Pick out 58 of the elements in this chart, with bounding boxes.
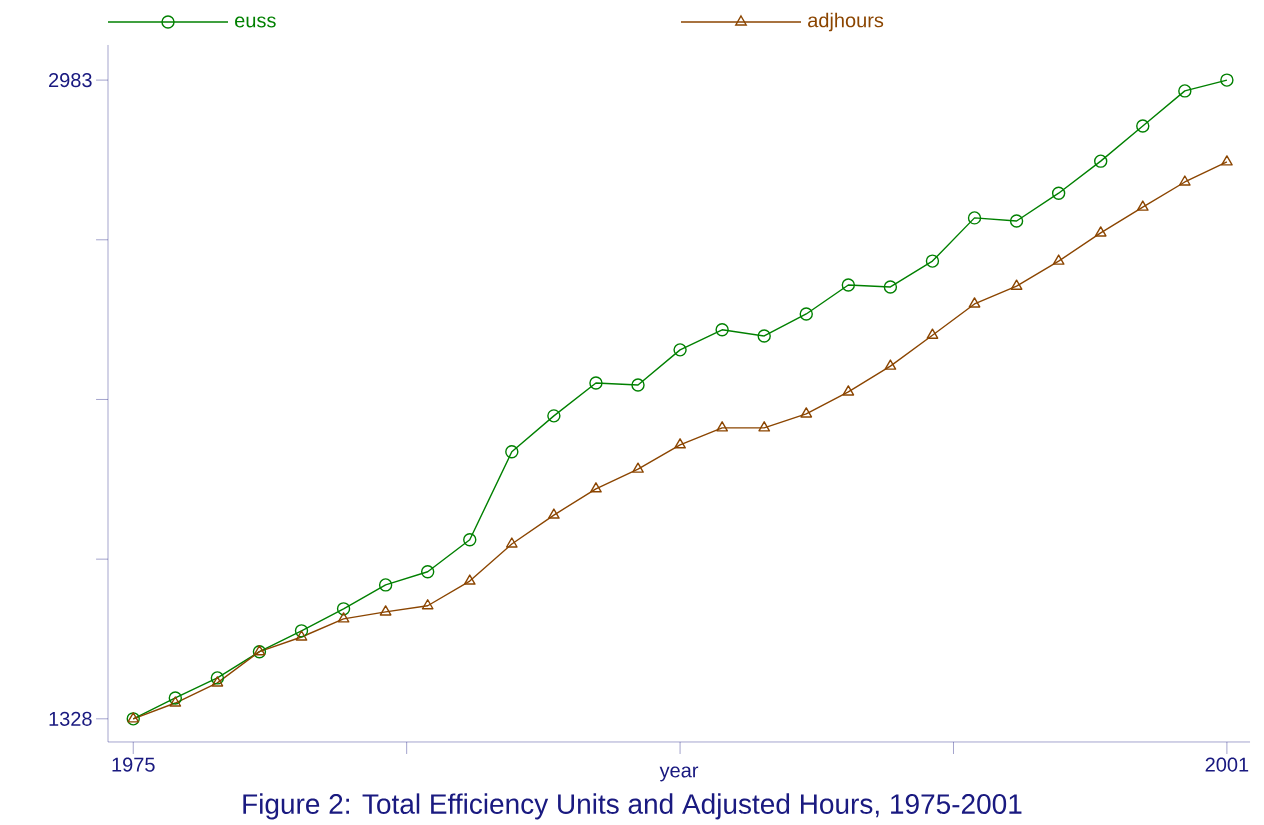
point: [1010, 279, 1023, 290]
point: [758, 421, 771, 432]
point: [463, 574, 476, 585]
point: [1178, 84, 1192, 98]
point: [968, 297, 981, 308]
point: [883, 280, 898, 294]
point: [378, 578, 393, 592]
point: [589, 376, 603, 390]
point: [463, 533, 477, 547]
point: [1178, 175, 1191, 186]
point: [294, 624, 309, 638]
point: [632, 462, 644, 473]
point: [169, 696, 182, 707]
point: [1136, 200, 1149, 211]
point: [673, 343, 687, 357]
y-tick-label: 2983: [49, 73, 92, 88]
point: [210, 671, 225, 685]
point: [505, 537, 518, 548]
x-tick-label: 2001: [1205, 757, 1249, 772]
point: [420, 565, 435, 579]
point: [1051, 186, 1066, 200]
y-tick-label: 1328: [49, 711, 92, 726]
point: [379, 605, 392, 616]
point: [1221, 155, 1233, 166]
point: [841, 278, 856, 292]
point: [168, 691, 183, 705]
point: [211, 676, 224, 687]
point: [547, 409, 561, 423]
point: [1094, 226, 1107, 237]
point: [547, 508, 560, 519]
point: [421, 599, 434, 610]
point: [842, 385, 855, 396]
point: [631, 378, 645, 392]
point: [1009, 214, 1024, 228]
point: [967, 211, 982, 225]
point: [1136, 119, 1150, 133]
point: [884, 359, 897, 370]
point: [590, 482, 602, 493]
text: euss: [235, 16, 276, 28]
point: [505, 445, 519, 459]
text: adjhours: [808, 12, 884, 32]
point: [715, 323, 729, 337]
x-axis-title: year: [659, 766, 699, 782]
point: [925, 254, 940, 268]
point: [336, 602, 351, 616]
point: [1094, 154, 1108, 168]
point: [337, 612, 350, 623]
point: [800, 407, 813, 418]
point: [799, 307, 813, 321]
x-tick-label: 1975: [112, 757, 155, 772]
point: [757, 329, 771, 343]
point: [1052, 254, 1065, 265]
point: [295, 630, 308, 641]
caption: Figure 2: Total Efficiency Units and Adjusted Hours, 1975-2001: [243, 793, 1022, 820]
point: [674, 438, 686, 449]
point: [1220, 73, 1234, 87]
point: [716, 421, 729, 432]
point: [926, 328, 939, 339]
